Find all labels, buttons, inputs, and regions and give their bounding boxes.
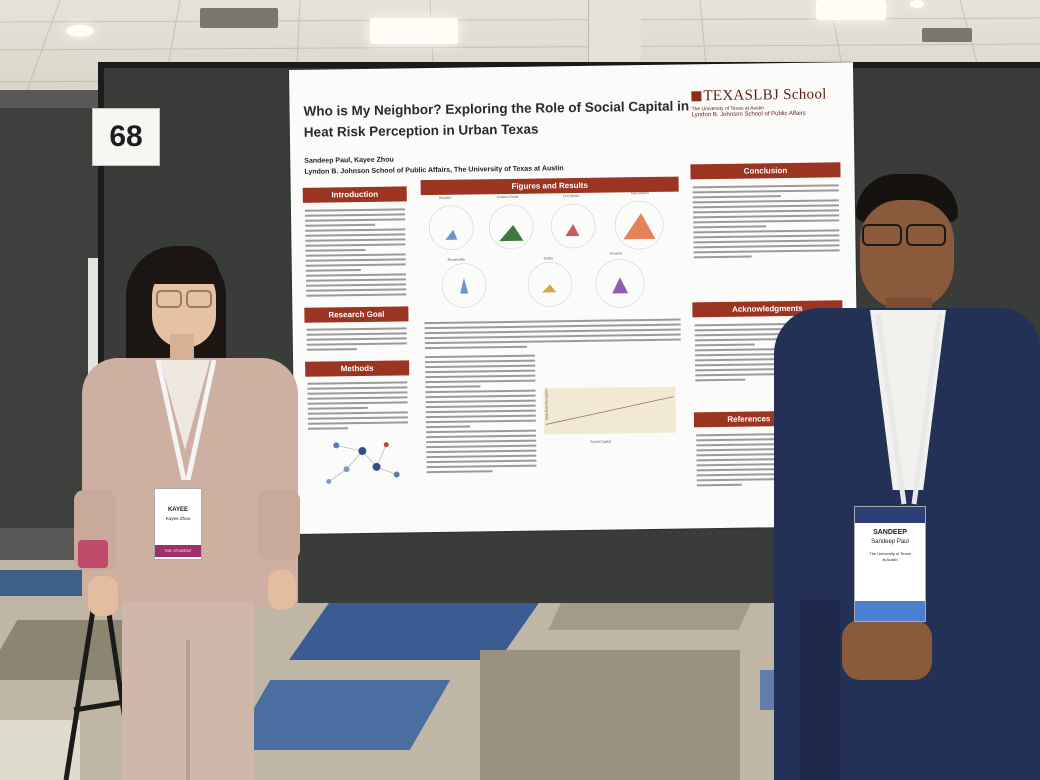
- ceiling-light: [370, 18, 458, 44]
- radar-label: Corpus Christi: [496, 194, 519, 200]
- lanyard: [155, 360, 217, 481]
- radar-label: San Antonio: [630, 190, 650, 196]
- radar-label: Brownsville: [447, 257, 465, 262]
- hand: [268, 570, 296, 610]
- shield-icon: [691, 91, 702, 102]
- glasses-icon: [906, 224, 946, 246]
- cuff: [78, 540, 108, 568]
- logo-school: Lyndon B. Johnson School of Public Affai…: [691, 110, 806, 119]
- presenter-left: KAYEE Kayee Zhou THE STUDENT: [70, 240, 310, 780]
- presenter-right: SANDEEP Sandeep Paul The University of T…: [770, 170, 1040, 780]
- badge-first-name: KAYEE: [167, 507, 189, 513]
- introduction-text: [304, 208, 407, 299]
- badge-org: The University of Texas: [869, 551, 911, 556]
- research-goal-text: [306, 327, 407, 353]
- pants: [800, 600, 840, 780]
- booth-number: 68: [92, 108, 160, 166]
- badge-first-name: SANDEEP: [873, 529, 907, 536]
- glasses-icon: [156, 290, 182, 308]
- ceiling-light: [66, 25, 94, 37]
- radar-label: Houston: [609, 251, 623, 256]
- methods-text: [307, 381, 408, 432]
- radar-label: Houston: [438, 195, 452, 200]
- results-text-2: [425, 354, 537, 477]
- plot-x-label: Social Capital: [590, 439, 611, 444]
- logo-name: TEXASLBJ School: [703, 86, 827, 105]
- hand: [88, 576, 118, 616]
- badge-full-name: Kayee Zhou: [165, 516, 191, 521]
- ceiling-light: [910, 0, 924, 8]
- plot-y-label: Heat Risk Perception: [544, 388, 549, 421]
- glasses-icon: [862, 224, 902, 246]
- section-introduction: Introduction: [302, 186, 407, 203]
- ceiling-vent: [922, 28, 972, 42]
- badge-full-name: Sandeep Paul: [871, 539, 909, 545]
- badge-ribbon: [855, 601, 925, 621]
- lanyard: [875, 314, 943, 505]
- badge-org-2: at Austin: [882, 557, 898, 562]
- pants-seam: [186, 640, 190, 780]
- network-diagram: [326, 442, 400, 484]
- poster-board-frame: [98, 62, 104, 597]
- glasses-icon: [186, 290, 212, 308]
- clasped-hands: [842, 620, 932, 680]
- poster-affiliation: Lyndon B. Johnson School of Public Affai…: [304, 165, 564, 176]
- right-sleeve: [258, 490, 300, 560]
- badge-header: [855, 507, 925, 523]
- ceiling-vent: [200, 8, 278, 28]
- poster-authors: Sandeep Paul, Kayee Zhou: [304, 156, 394, 165]
- section-research-goal: Research Goal: [304, 306, 409, 323]
- ceiling-light: [816, 0, 886, 20]
- poster-title: Who is My Neighbor? Exploring the Role o…: [303, 98, 690, 140]
- research-poster: Who is My Neighbor? Exploring the Role o…: [289, 62, 860, 534]
- section-methods: Methods: [305, 360, 410, 377]
- radar-label: Dallas: [543, 256, 554, 261]
- name-badge: KAYEE Kayee Zhou THE STUDENT: [154, 488, 202, 560]
- name-badge: SANDEEP Sandeep Paul The University of T…: [854, 506, 926, 622]
- carpet-stripe: [480, 650, 740, 780]
- face: [860, 200, 954, 310]
- school-logo: TEXASLBJ School The University of Texas …: [691, 86, 841, 118]
- regression-line: [545, 396, 674, 425]
- radar-charts: [428, 200, 664, 308]
- radar-label: Fort Worth: [562, 193, 579, 199]
- badge-ribbon: THE STUDENT: [155, 545, 201, 557]
- results-text: [424, 318, 681, 353]
- regression-plot: [543, 386, 677, 435]
